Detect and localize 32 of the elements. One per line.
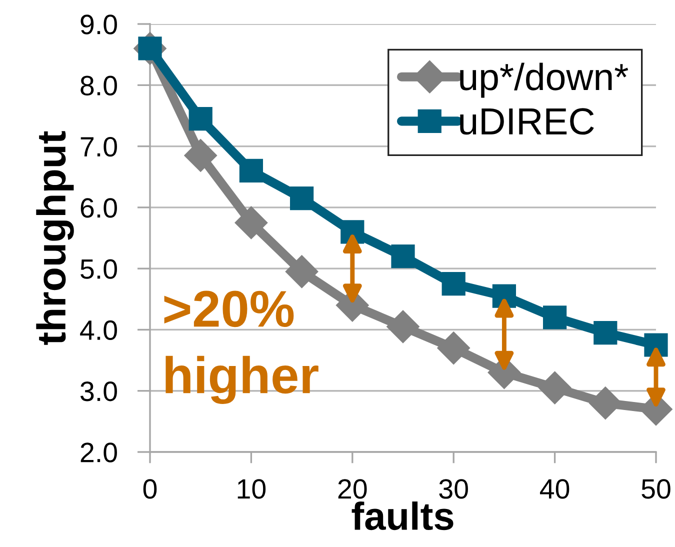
y-tick-label: 8.0 — [80, 76, 117, 96]
point — [386, 310, 420, 343]
x-tick-label: 40 — [540, 479, 570, 499]
point — [188, 106, 212, 131]
x-axis-title: faults — [352, 502, 454, 530]
point — [594, 320, 618, 345]
y-tick-label: 5.0 — [80, 259, 117, 279]
annotation: >20% higher — [164, 290, 318, 404]
point — [538, 372, 571, 404]
x-tick-label: 10 — [238, 479, 266, 499]
point — [290, 186, 314, 210]
point — [184, 139, 217, 172]
x-tick-label: 50 — [642, 479, 670, 499]
legend-label: uDIREC — [460, 108, 594, 135]
x-tick-label: 0 — [143, 479, 157, 499]
point — [442, 272, 466, 296]
point — [391, 244, 415, 268]
x-tick-label: 30 — [439, 479, 468, 499]
point — [235, 206, 268, 239]
point — [239, 158, 264, 183]
point — [437, 332, 470, 364]
point — [286, 256, 318, 288]
x-tick-label: 20 — [338, 479, 367, 499]
y-tick-label: 2.0 — [80, 442, 117, 462]
y-tick-label: 3.0 — [80, 382, 117, 402]
y-axis-title: throughput — [36, 131, 74, 345]
y-tick-label: 6.0 — [80, 198, 117, 218]
y-tick-label: 9.0 — [80, 14, 117, 34]
y-tick-label: 7.0 — [80, 136, 117, 157]
legend-label: up*/down* — [460, 62, 628, 98]
y-tick-label: 4.0 — [80, 320, 117, 340]
point — [542, 306, 567, 330]
